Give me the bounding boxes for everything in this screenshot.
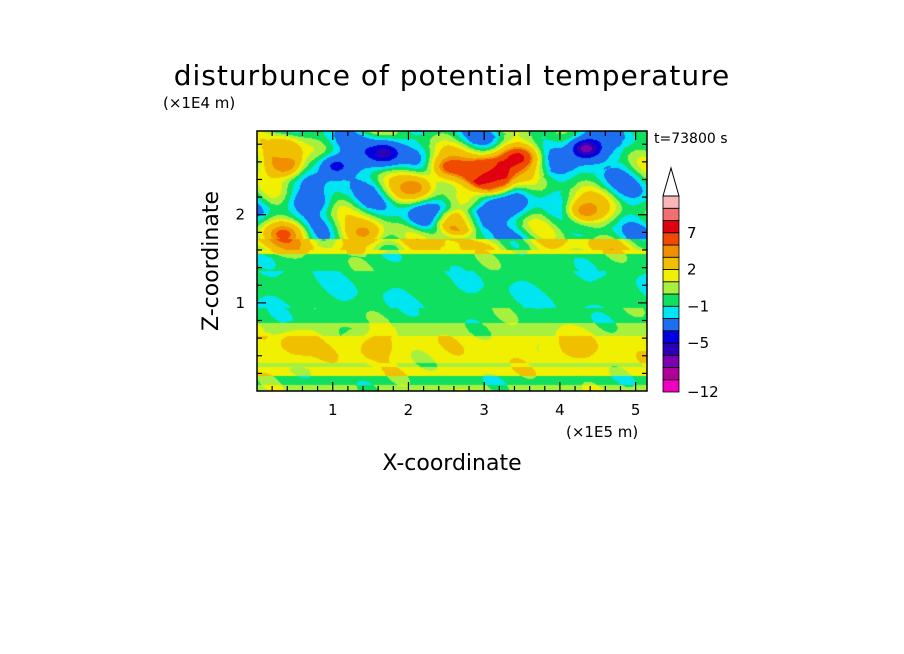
x-axis-label: X-coordinate	[382, 451, 521, 476]
colorbar-segment	[662, 269, 680, 283]
y-axis-label: Z-coordinate	[199, 191, 224, 331]
colorbar-segment	[662, 330, 680, 344]
x-tick-label: 1	[328, 401, 338, 419]
y-tick-label: 2	[235, 206, 245, 224]
x-tick-label: 5	[631, 401, 641, 419]
colorbar: −12−5−127	[662, 166, 719, 401]
colorbar-segment	[662, 354, 680, 368]
colorbar-segment	[662, 293, 680, 307]
colorbar-tick-label: −5	[687, 334, 709, 352]
x-unit-label: (×1E5 m)	[566, 423, 638, 441]
x-tick-label: 3	[479, 401, 489, 419]
colorbar-segment	[662, 256, 680, 270]
time-label: t=73800 s	[654, 131, 728, 147]
colorbar-segment	[662, 379, 680, 393]
y-tick-label: 1	[235, 294, 245, 312]
colorbar-segment	[662, 367, 680, 381]
colorbar-extend-arrow	[662, 166, 680, 197]
colorbar-segment	[662, 207, 680, 221]
contour-field	[257, 131, 647, 391]
x-tick-label: 2	[404, 401, 414, 419]
colorbar-segment	[662, 244, 680, 258]
colorbar-segment	[662, 342, 680, 356]
colorbar-tick-label: −1	[687, 297, 709, 315]
y-unit-label: (×1E4 m)	[163, 94, 235, 112]
x-tick-label: 4	[555, 401, 565, 419]
chart-title: disturbunce of potential temperature	[174, 59, 731, 92]
colorbar-segment	[662, 305, 680, 319]
colorbar-segment	[662, 220, 680, 234]
colorbar-segment	[662, 195, 680, 209]
axis-ticks: 1 2 3 4 5 1 2	[235, 131, 647, 419]
colorbar-segment	[662, 281, 680, 295]
colorbar-segment	[662, 232, 680, 246]
colorbar-segment	[662, 318, 680, 332]
colorbar-tick-label: 2	[687, 261, 697, 279]
colorbar-tick-label: 7	[687, 224, 697, 242]
plot-area: 1 2 3 4 5 1 2	[235, 130, 648, 419]
colorbar-tick-label: −12	[687, 383, 719, 401]
